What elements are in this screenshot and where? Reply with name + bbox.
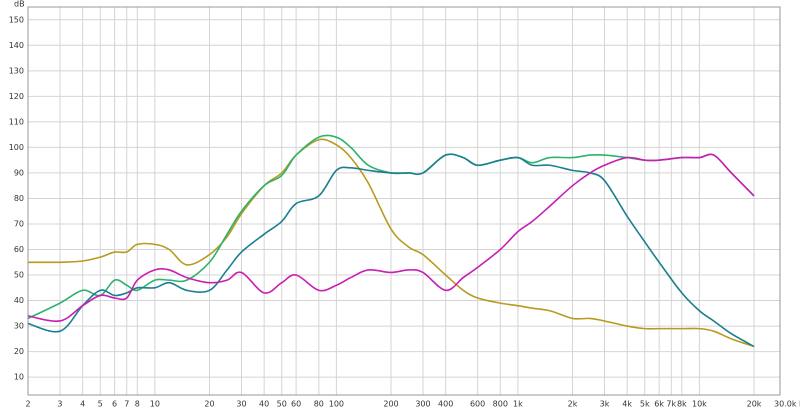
x-tick-label: 2k xyxy=(568,400,578,409)
x-tick-label: 1k xyxy=(513,400,523,409)
x-tick-label: 50 xyxy=(277,400,287,409)
y-tick-label: 50 xyxy=(14,271,24,280)
x-tick-label: 8k xyxy=(677,400,687,409)
y-tick-label: 140 xyxy=(9,41,24,50)
y-tick-label: 80 xyxy=(14,194,24,203)
y-tick-label: 130 xyxy=(9,66,24,75)
series-line xyxy=(27,153,755,323)
x-tick-label: 200 xyxy=(383,400,398,409)
x-tick-label: 5 xyxy=(98,400,103,409)
x-tick-label: 4k xyxy=(622,400,632,409)
y-tick-label: 30 xyxy=(14,322,24,331)
y-axis-label: dB xyxy=(14,0,25,9)
x-tick-label: 6k xyxy=(654,400,664,409)
x-tick-label: 600 xyxy=(470,400,485,409)
x-tick-label: 20 xyxy=(204,400,214,409)
y-tick-label: 110 xyxy=(9,117,24,126)
x-tick-label: 30.0k Hz xyxy=(774,400,800,409)
plot-frame xyxy=(27,6,781,396)
x-tick-label: 3 xyxy=(57,400,62,409)
y-tick-label: 10 xyxy=(14,373,24,382)
y-tick-label: 70 xyxy=(14,219,24,228)
y-tick-label: 90 xyxy=(14,168,24,177)
x-tick-label: 2 xyxy=(25,400,30,409)
x-tick-label: 3k xyxy=(600,400,610,409)
y-tick-label: 120 xyxy=(9,92,24,101)
x-tick-label: 6 xyxy=(112,400,117,409)
x-tick-label: 80 xyxy=(314,400,324,409)
series-line xyxy=(27,153,755,348)
x-tick-label: 7 xyxy=(124,400,129,409)
x-tick-label: 100 xyxy=(329,400,344,409)
y-tick-label: 20 xyxy=(14,347,24,356)
x-tick-label: 40 xyxy=(259,400,269,409)
x-tick-label: 60 xyxy=(291,400,301,409)
x-tick-label: 5k xyxy=(640,400,650,409)
x-tick-label: 10 xyxy=(150,400,160,409)
series-line xyxy=(27,138,755,348)
x-tick-label: 4 xyxy=(80,400,85,409)
y-tick-label: 60 xyxy=(14,245,24,254)
x-tick-label: 8 xyxy=(135,400,140,409)
x-tick-label: 300 xyxy=(415,400,430,409)
y-tick-label: 150 xyxy=(9,15,24,24)
y-tick-label: 40 xyxy=(14,296,24,305)
x-tick-label: 10k xyxy=(692,400,707,409)
x-tick-label: 7k xyxy=(666,400,676,409)
x-tick-label: 400 xyxy=(438,400,453,409)
y-tick-label: 100 xyxy=(9,143,24,152)
x-tick-label: 800 xyxy=(493,400,508,409)
x-tick-label: 30 xyxy=(236,400,246,409)
x-tick-label: 20k xyxy=(747,400,762,409)
